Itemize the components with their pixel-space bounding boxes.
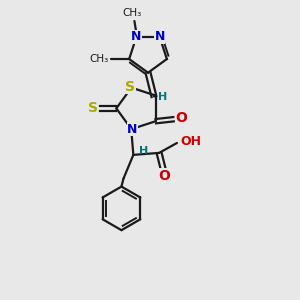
Text: CH₃: CH₃	[123, 8, 142, 18]
Text: CH₃: CH₃	[90, 54, 109, 64]
Text: S: S	[125, 80, 135, 94]
Text: O: O	[158, 169, 170, 183]
Text: H: H	[158, 92, 167, 103]
Text: O: O	[176, 111, 188, 125]
Text: N: N	[154, 30, 165, 44]
Text: H: H	[139, 146, 148, 156]
Text: N: N	[131, 30, 142, 44]
Text: S: S	[88, 101, 98, 116]
Text: OH: OH	[180, 134, 201, 148]
Text: N: N	[127, 123, 138, 136]
